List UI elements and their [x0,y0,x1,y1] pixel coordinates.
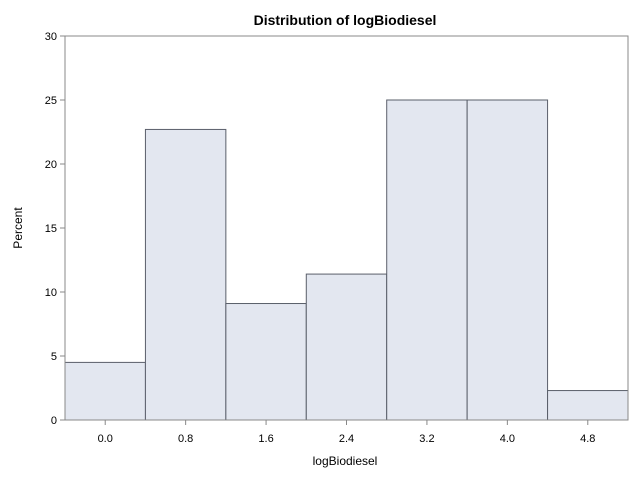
histogram-bar [547,390,629,421]
x-tick-label: 0.0 [98,433,113,445]
bars-group [64,99,629,421]
histogram-bar [64,361,146,421]
y-tick-label: 25 [45,95,57,107]
histogram-bar [466,99,549,421]
x-tick-label: 4.8 [580,433,595,445]
y-tick-label: 30 [45,31,57,43]
x-axis: 0.0 0.8 1.6 2.4 3.2 4.0 4.8 [98,420,595,445]
x-axis-label: logBiodiesel [313,454,378,468]
x-tick-label: 2.4 [339,433,354,445]
y-tick-label: 15 [45,223,57,235]
x-tick-label: 0.8 [178,433,193,445]
histogram-bar [144,128,227,421]
y-tick-label: 5 [51,351,57,363]
y-axis-label: Percent [11,207,25,249]
y-axis: 0 5 10 15 20 25 30 [45,31,65,427]
y-tick-label: 10 [45,287,57,299]
histogram-bar [305,273,388,421]
x-tick-label: 4.0 [500,433,515,445]
chart-title: Distribution of logBiodiesel [254,12,437,28]
y-tick-label: 0 [51,415,57,427]
histogram-bar [386,99,468,421]
x-tick-label: 1.6 [258,433,273,445]
y-tick-label: 20 [45,159,57,171]
histogram-bar [225,303,307,421]
x-tick-label: 3.2 [419,433,434,445]
